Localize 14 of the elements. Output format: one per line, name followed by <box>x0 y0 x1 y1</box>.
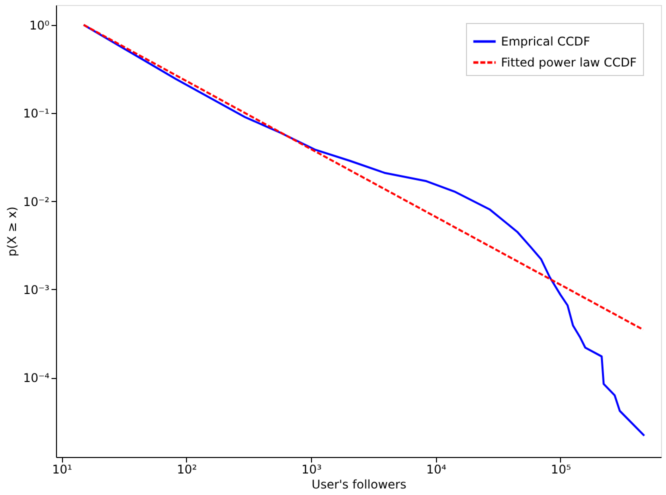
x-tick-label: 10³ <box>302 462 322 476</box>
legend-label: Fitted power law CCDF <box>501 56 637 70</box>
y-tick-label: 10⁻⁴ <box>23 371 50 386</box>
x-tick-label: 10⁵ <box>550 462 572 476</box>
x-axis-title: User's followers <box>312 478 406 492</box>
y-tick-label: 10⁻¹ <box>23 106 50 121</box>
x-tick-label: 10² <box>176 462 198 476</box>
y-tick-label: 10⁻³ <box>23 282 50 297</box>
y-tick-label: 10⁰ <box>29 18 50 32</box>
x-tick-label: 10¹ <box>52 462 72 476</box>
x-tick-label: 10⁴ <box>426 462 447 476</box>
y-tick-label: 10⁻² <box>23 194 50 209</box>
legend-label: Emprical CCDF <box>501 34 590 48</box>
y-axis-title: p(X ≥ x) <box>5 206 20 256</box>
